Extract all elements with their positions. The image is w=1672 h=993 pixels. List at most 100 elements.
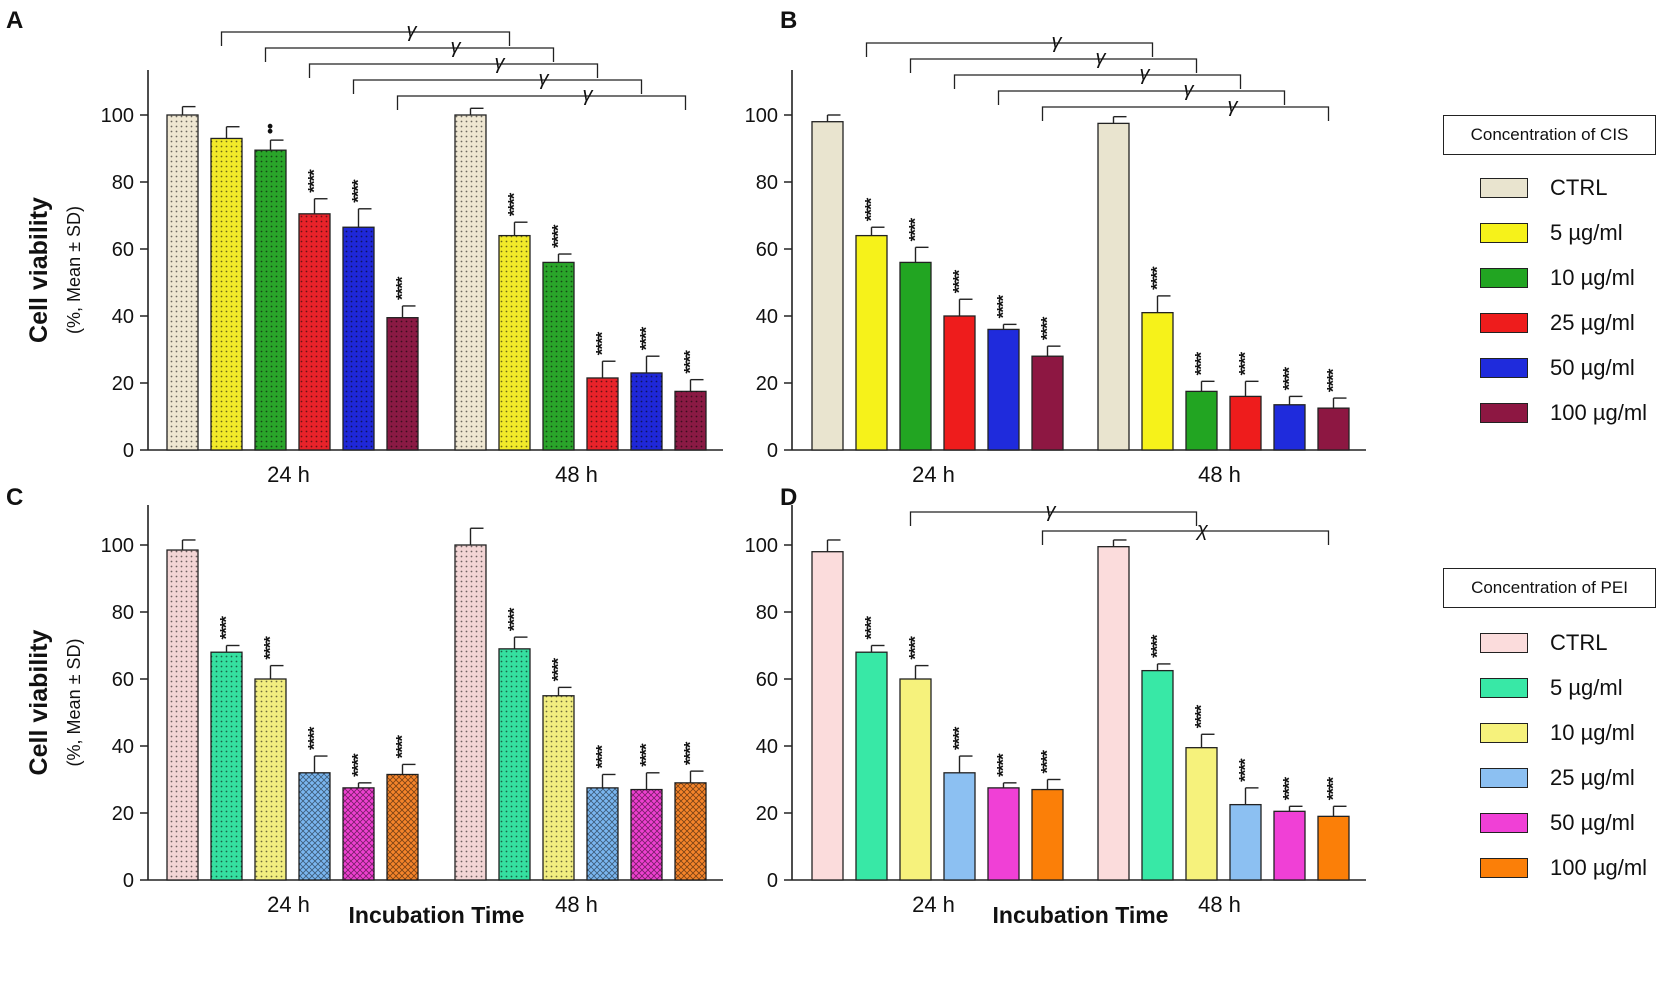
legend-swatch xyxy=(1480,858,1528,878)
significance-label: **** xyxy=(1192,704,1211,728)
bar-pattern xyxy=(543,262,574,450)
bar-pattern xyxy=(631,789,662,880)
legend-label: 5 µg/ml xyxy=(1550,675,1623,700)
y-tick-label: 100 xyxy=(745,105,778,127)
legend-item: 10 µg/ml xyxy=(1480,720,1635,746)
comparison-symbol: χ xyxy=(1195,519,1209,541)
y-tick-label: 60 xyxy=(112,239,134,261)
legend-item: 5 µg/ml xyxy=(1480,675,1623,701)
legend-swatch xyxy=(1480,223,1528,243)
legend-label: 100 µg/ml xyxy=(1550,400,1648,425)
comparison-symbol: γ xyxy=(583,84,594,106)
bar-pattern xyxy=(455,115,486,450)
comparison-bracket xyxy=(264,47,555,62)
bar xyxy=(1317,815,1350,881)
significance-label: **** xyxy=(994,295,1013,319)
significance-label: **** xyxy=(549,658,568,682)
bar xyxy=(899,261,932,451)
bar-pattern xyxy=(211,652,242,880)
comparison-symbol: γ xyxy=(1140,63,1151,85)
legend-title-cis: Concentration of CIS xyxy=(1443,115,1656,155)
panel-b: B 0 20 40 60 80 100 **** **** **** **** **** 24 h ***… xyxy=(745,7,1366,487)
bar-pattern xyxy=(499,648,530,880)
legend-label: 50 µg/ml xyxy=(1550,810,1635,835)
legend-item: 25 µg/ml xyxy=(1480,310,1635,336)
comparison-bracket xyxy=(909,511,1198,526)
significance-label: **** xyxy=(681,741,700,765)
comparison-symbol: γ xyxy=(539,68,550,90)
significance-label: **** xyxy=(862,197,881,221)
bar xyxy=(855,234,888,451)
comparison-symbol: γ xyxy=(495,52,506,74)
significance-label: **** xyxy=(349,179,368,203)
comparison-bracket xyxy=(1041,530,1330,545)
bar-pattern xyxy=(255,679,286,880)
significance-label: **** xyxy=(349,753,368,777)
y-tick-label: 20 xyxy=(112,373,134,395)
legend-label: 25 µg/ml xyxy=(1550,310,1635,335)
legend-label: CTRL xyxy=(1550,630,1608,655)
y-tick-label: 40 xyxy=(112,736,134,758)
panel-letter: B xyxy=(780,7,797,34)
comparison-symbol: γ xyxy=(1228,95,1239,117)
y-tick-label: 100 xyxy=(745,535,778,557)
panel-letter: D xyxy=(780,484,797,511)
x-group-label: 48 h xyxy=(1198,892,1241,917)
legend-label: 50 µg/ml xyxy=(1550,355,1635,380)
bar xyxy=(1097,546,1130,881)
bar-pattern xyxy=(211,138,242,450)
comparison-bracket xyxy=(953,74,1242,89)
significance-label: **** xyxy=(862,616,881,640)
x-group-label: 48 h xyxy=(555,892,598,917)
legend-label: 100 µg/ml xyxy=(1550,855,1648,880)
comparison-bracket xyxy=(997,90,1286,105)
bar-pattern xyxy=(255,150,286,451)
y-axis-subtitle: (%, Mean ± SD) xyxy=(64,206,84,334)
panel-c: C 0 20 40 60 80 100 Cell viability (%, Mean ± SD… xyxy=(6,484,723,928)
panel-letter: C xyxy=(6,484,23,511)
panel-d: D 0 20 40 60 80 100 **** **** **** **** **** 24 h ***… xyxy=(745,484,1366,928)
y-tick-label: 60 xyxy=(112,669,134,691)
x-group-label: 48 h xyxy=(555,462,598,487)
comparison-bracket xyxy=(308,63,599,78)
bar-pattern xyxy=(499,235,530,450)
x-axis-title: Incubation Time xyxy=(349,902,525,928)
y-tick-label: 20 xyxy=(756,373,778,395)
panel-letter: A xyxy=(6,7,23,34)
legend-swatch xyxy=(1480,268,1528,288)
bar-pattern xyxy=(167,550,198,880)
bar xyxy=(1141,311,1174,451)
legend-swatch xyxy=(1480,678,1528,698)
y-axis-title: Cell viability xyxy=(25,197,53,343)
significance-label: **** xyxy=(1192,351,1211,375)
legend-swatch xyxy=(1480,723,1528,743)
x-axis-title: Incubation Time xyxy=(993,902,1169,928)
legend-swatch xyxy=(1480,768,1528,788)
legend-item: 50 µg/ml xyxy=(1480,810,1635,836)
significance-label: **** xyxy=(1236,351,1255,375)
bar xyxy=(943,315,976,451)
legend-swatch xyxy=(1480,313,1528,333)
y-tick-label: 20 xyxy=(756,803,778,825)
bar xyxy=(899,678,932,881)
y-axis-title: Cell viability xyxy=(25,629,53,775)
comparison-bracket xyxy=(220,31,511,46)
bar xyxy=(1317,407,1350,451)
comparison-bracket xyxy=(909,58,1198,73)
legend-item: 100 µg/ml xyxy=(1480,855,1647,881)
significance-label: **** xyxy=(1280,367,1299,391)
comparison-bracket xyxy=(396,95,687,110)
y-tick-label: 20 xyxy=(112,803,134,825)
y-tick-label: 0 xyxy=(123,440,134,462)
significance-label: **** xyxy=(1236,758,1255,782)
y-tick-label: 40 xyxy=(756,306,778,328)
bar xyxy=(811,551,844,881)
significance-label: **** xyxy=(1038,316,1057,340)
bar-pattern xyxy=(587,787,618,880)
significance-label: **** xyxy=(393,735,412,759)
comparison-bracket xyxy=(865,42,1154,57)
significance-label: **** xyxy=(906,636,925,660)
bar-pattern xyxy=(455,545,486,880)
bar-pattern xyxy=(299,772,330,880)
bar-pattern xyxy=(387,317,418,450)
